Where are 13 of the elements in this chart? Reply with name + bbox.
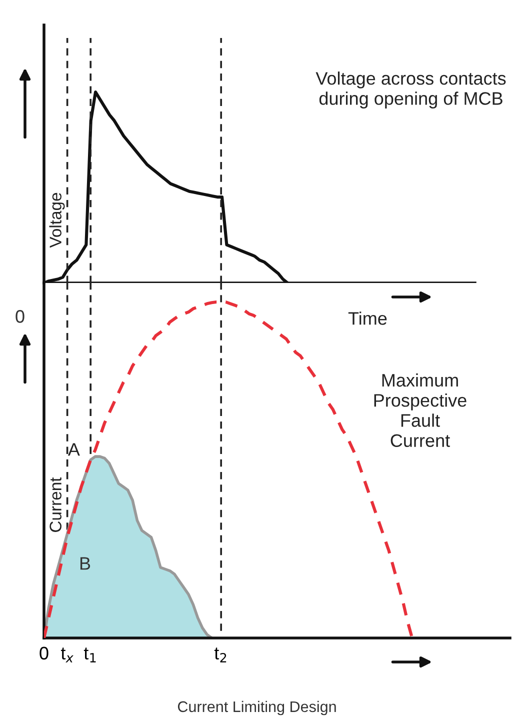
- annotation: A: [68, 443, 80, 456]
- text: 0: [16, 310, 24, 323]
- y-axis-title: Voltage: [49, 192, 65, 248]
- series-label: Maximum Prospective Fault Current: [374, 373, 466, 447]
- annotation: B: [80, 557, 90, 570]
- text: Current Limiting Design: [178, 700, 336, 716]
- x-tick-label: 0: [40, 646, 48, 660]
- x-tick-label: t$_{1}$: [84, 648, 96, 662]
- text: Voltage across contacts during opening of MCB: [316, 72, 506, 108]
- x-tick-label: t$_{x}$: [60, 648, 74, 662]
- x-axis-title: Time: [348, 312, 387, 325]
- y-axis-title: Current: [50, 477, 62, 532]
- x-tick-label: t$_{2}$: [214, 648, 226, 662]
